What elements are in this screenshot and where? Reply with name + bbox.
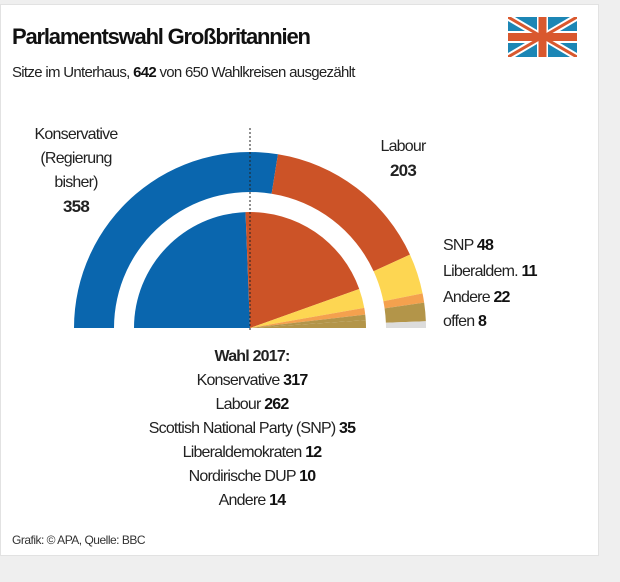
result-row: Scottish National Party (SNP) 35 [148, 420, 356, 437]
results-2017: Wahl 2017: Konservative 317 Labour 262 S… [149, 345, 356, 513]
segment-konservative [134, 212, 250, 328]
label-line: (Regierung [40, 150, 112, 167]
chart-title: Parlamentswahl Großbritannien [12, 24, 311, 49]
label-line: Konservative [34, 126, 119, 143]
segment-labour [245, 212, 360, 328]
label-name: Labour [380, 138, 426, 155]
segment-labour [271, 154, 410, 272]
inner-pie-2017 [134, 212, 366, 328]
label-konservative: Konservative (Regierung bisher) 358 [34, 123, 119, 219]
segment-nordirische-dup [250, 314, 366, 328]
outer-ring-current [74, 151, 426, 328]
segment-liberaldemokraten [250, 307, 366, 328]
label-libdem: Liberaldem. 11 [443, 263, 538, 280]
subtitle-prefix: Sitze im Unterhaus, [12, 64, 130, 81]
result-row: Andere 14 [218, 492, 286, 509]
source-footer: Grafik: © APA, Quelle: BBC [12, 533, 146, 547]
segment-andere [250, 320, 366, 328]
result-row: Labour 262 [215, 396, 290, 413]
result-row: Liberaldemokraten 12 [182, 444, 323, 461]
segment-offen [385, 321, 426, 328]
label-value: 358 [63, 197, 90, 216]
subtitle-count: 642 [133, 64, 157, 81]
results-2017-title: Wahl 2017: [214, 348, 290, 365]
segment-snp [373, 254, 423, 302]
result-row: Nordirische DUP 10 [188, 468, 317, 485]
subtitle-suffix: von 650 Wahlkreisen ausgezählt [159, 64, 355, 81]
union-jack-flag-icon [508, 17, 577, 57]
label-offen: offen 8 [443, 313, 487, 330]
segment-konservative [74, 151, 278, 328]
label-line: bisher) [54, 174, 98, 191]
label-andere: Andere 22 [443, 289, 510, 306]
chart-subtitle: Sitze im Unterhaus, 642 von 650 Wahlkrei… [12, 64, 355, 81]
segment-scottish-national-party-snp [250, 288, 365, 328]
segment-liberaldem [383, 293, 425, 309]
label-labour: Labour 203 [380, 135, 426, 183]
segment-andere [384, 302, 426, 323]
label-small-parties: SNP 48 Liberaldem. 11 Andere 22 offen 8 [443, 234, 538, 334]
result-row: Konservative 317 [196, 372, 309, 389]
label-snp: SNP 48 [443, 237, 494, 254]
label-value: 203 [390, 161, 417, 180]
